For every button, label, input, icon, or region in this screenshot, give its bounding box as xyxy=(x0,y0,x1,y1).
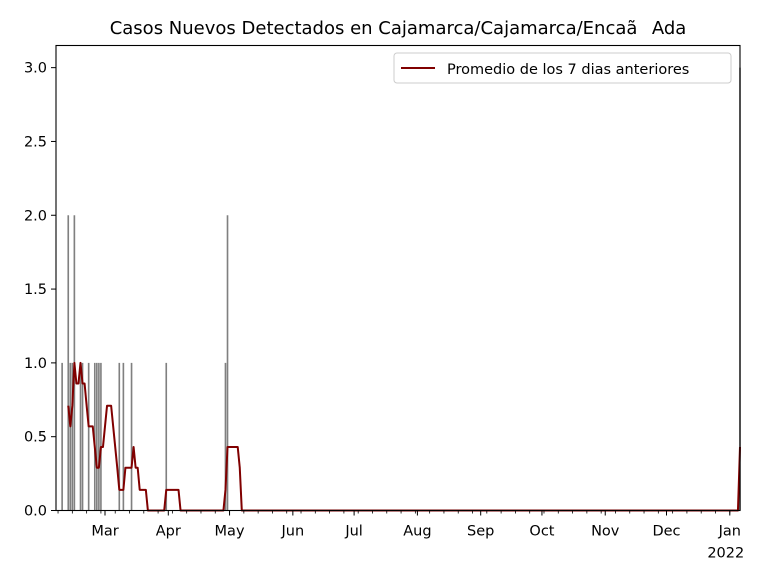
average-line-group xyxy=(67,361,741,512)
bar-2021-03-31 xyxy=(165,362,168,511)
bar-2021-03-10 xyxy=(122,362,125,511)
bar-2021-04-30 xyxy=(226,215,229,511)
bar-2021-04-29 xyxy=(224,362,227,511)
chart-title: Casos Nuevos Detectados en Cajamarca/Caj… xyxy=(110,18,687,39)
y-tick-label: 2.0 xyxy=(24,208,47,224)
bar-2021-02-13 xyxy=(71,362,74,511)
x-tick-label: Apr xyxy=(156,524,181,540)
y-tick-label: 1.5 xyxy=(24,282,47,298)
x-tick-label: Mar xyxy=(91,524,118,540)
bar-2021-02-27 xyxy=(100,362,102,511)
bar-2021-02-08 xyxy=(61,362,63,511)
y-tick-label: 0.0 xyxy=(24,504,47,520)
x-tick-label: Nov xyxy=(591,524,620,540)
bar-2021-02-18 xyxy=(81,362,84,511)
legend-box xyxy=(393,52,732,84)
x-tick-label: Jan xyxy=(718,524,741,540)
bar-2021-02-17 xyxy=(79,362,82,511)
bar-2021-02-26 xyxy=(98,362,100,511)
x-tick-year-label: 2022 xyxy=(707,546,744,562)
plot-frame xyxy=(55,44,741,512)
legend-label: Promedio de los 7 dias anteriores xyxy=(447,62,689,78)
y-tick-label: 3.0 xyxy=(24,61,47,77)
bar-2021-02-11 xyxy=(67,215,70,511)
x-tick-label: Jul xyxy=(344,524,363,540)
x-tick-label: Aug xyxy=(403,524,431,540)
bar-2021-02-24 xyxy=(93,362,96,511)
y-tick-label: 2.5 xyxy=(24,134,47,150)
bar-2021-03-08 xyxy=(118,362,121,511)
bar-2021-02-25 xyxy=(96,362,98,511)
bars-group xyxy=(61,67,741,511)
x-tick-label: Dec xyxy=(652,524,680,540)
x-tick-label: Oct xyxy=(529,524,554,540)
bar-2021-02-12 xyxy=(69,362,72,511)
bar-2021-03-14 xyxy=(130,362,133,511)
x-axis: Mar Apr May Jun Jul Aug Sep Oct Nov Dec Jan 2022 xyxy=(57,510,744,562)
x-tick-label: Jun xyxy=(281,524,305,540)
series-line-7-day-average xyxy=(67,361,741,512)
bar-2021-02-21 xyxy=(87,362,90,511)
legend: Promedio de los 7 dias anteriores xyxy=(393,52,732,84)
x-tick-label: Sep xyxy=(467,524,494,540)
x-tick-label: May xyxy=(215,524,245,540)
y-tick-label: 0.5 xyxy=(24,430,47,446)
y-axis: 0.0 0.5 1.0 1.5 2.0 2.5 3.0 xyxy=(24,61,56,520)
y-tick-label: 1.0 xyxy=(24,356,47,372)
